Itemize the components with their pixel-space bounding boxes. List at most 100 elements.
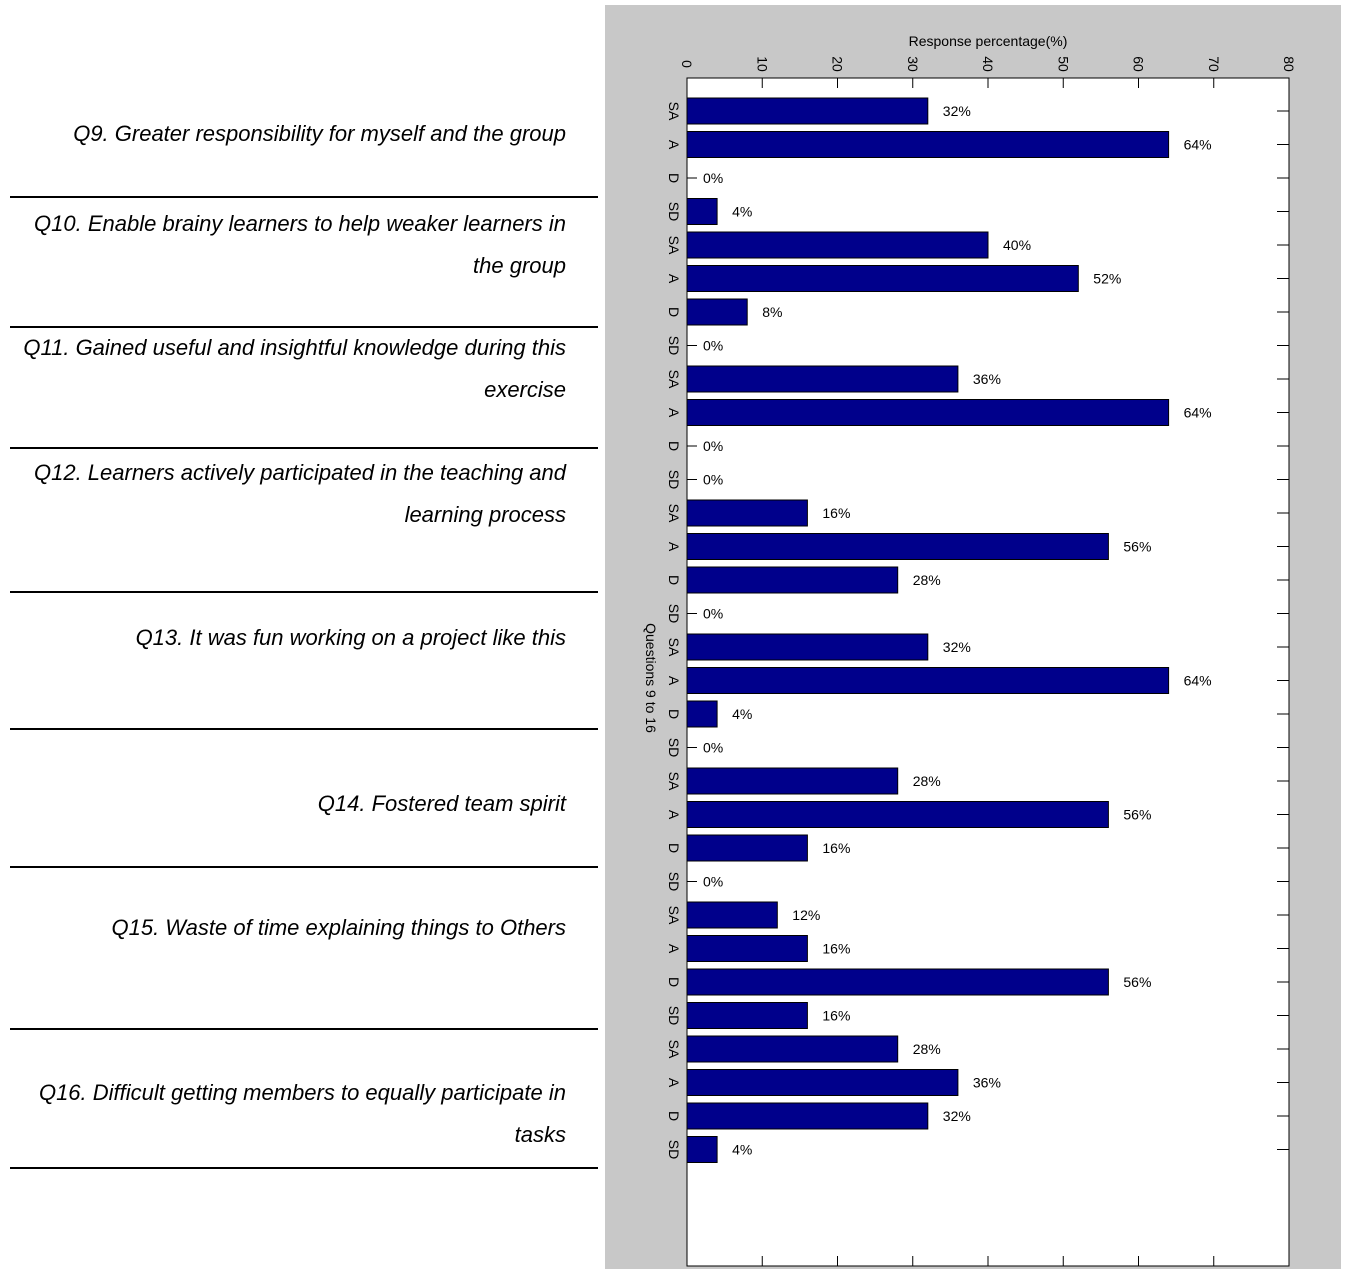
category-label: SA	[666, 638, 682, 657]
bar	[686, 97, 929, 125]
y-axis-title: Questions 9 to 16	[643, 623, 659, 733]
question-separator	[10, 728, 598, 730]
chart-panel: Response percentage(%) Questions 9 to 16…	[605, 5, 1341, 1269]
data-label: 28%	[913, 773, 941, 789]
category-label: SD	[666, 604, 682, 623]
category-label: A	[666, 944, 682, 954]
bar	[686, 198, 718, 225]
category-label: A	[666, 1078, 682, 1088]
question-separator	[10, 591, 598, 593]
category-label: D	[666, 307, 682, 317]
bar	[686, 901, 778, 929]
category-label: A	[666, 408, 682, 418]
bar	[686, 767, 899, 795]
data-label: 16%	[822, 505, 850, 521]
data-label: 16%	[822, 840, 850, 856]
question-label: Q13. It was fun working on a project lik…	[135, 625, 566, 650]
category-label: D	[666, 1111, 682, 1121]
bars: 32% SA 64% A 0% D 4% SD 40% SA 52% A 8% D 0% SD 36% SA 64%…	[666, 97, 1289, 1163]
category-label: D	[666, 977, 682, 987]
category-label: SD	[666, 470, 682, 489]
question-label: Q15. Waste of time explaining things to …	[111, 915, 567, 940]
data-label: 28%	[913, 572, 941, 588]
bar	[686, 1069, 959, 1096]
data-label: 56%	[1123, 807, 1151, 823]
question-separator	[10, 196, 598, 198]
data-label: 0%	[703, 874, 723, 890]
question-label: Q14. Fostered team spirit	[317, 791, 566, 816]
data-label: 0%	[703, 606, 723, 622]
data-label: 64%	[1184, 673, 1212, 689]
category-label: D	[666, 173, 682, 183]
data-label: 12%	[792, 907, 820, 923]
category-label: SD	[666, 1140, 682, 1159]
bar	[686, 935, 808, 962]
data-label: 4%	[732, 1142, 752, 1158]
category-label: D	[666, 843, 682, 853]
data-label: 0%	[703, 170, 723, 186]
question-separator	[10, 1028, 598, 1030]
bar	[686, 499, 808, 527]
question-label: Q9. Greater responsibility for myself an…	[73, 121, 566, 146]
data-label: 32%	[943, 103, 971, 119]
data-label: 52%	[1093, 271, 1121, 287]
bar	[686, 533, 1109, 560]
data-label: 64%	[1184, 137, 1212, 153]
category-label: SA	[666, 906, 682, 925]
category-label: SA	[666, 1040, 682, 1059]
question-label: Q16. Difficult getting members to equall…	[38, 1080, 566, 1147]
bar	[686, 1136, 718, 1163]
bar-chart: Response percentage(%) Questions 9 to 16…	[643, 33, 1297, 1267]
category-label: A	[666, 140, 682, 150]
category-label: SA	[666, 504, 682, 523]
data-label: 8%	[762, 304, 782, 320]
data-label: 0%	[703, 338, 723, 354]
data-label: 32%	[943, 1108, 971, 1124]
question-label: Q10. Enable brainy learners to help weak…	[34, 211, 566, 278]
category-label: SA	[666, 236, 682, 255]
data-label: 16%	[822, 941, 850, 957]
category-label: SA	[666, 370, 682, 389]
bar	[686, 399, 1170, 426]
category-label: SD	[666, 336, 682, 355]
data-label: 56%	[1123, 974, 1151, 990]
x-tick-label: 40	[980, 56, 996, 72]
category-label: SD	[666, 202, 682, 221]
category-label: A	[666, 274, 682, 284]
category-label: A	[666, 676, 682, 686]
x-tick-label: 0	[679, 60, 695, 68]
bar	[686, 834, 808, 862]
data-label: 64%	[1184, 405, 1212, 421]
bar	[686, 131, 1170, 158]
category-label: D	[666, 575, 682, 585]
category-label: A	[666, 542, 682, 552]
bar	[686, 801, 1109, 828]
bar	[686, 265, 1079, 292]
category-label: SA	[666, 102, 682, 121]
bar	[686, 968, 1109, 996]
bar	[686, 1002, 808, 1029]
bar	[686, 231, 989, 259]
bar	[686, 566, 899, 594]
data-label: 56%	[1123, 539, 1151, 555]
question-label: Q11. Gained useful and insightful knowle…	[23, 335, 566, 402]
question-separator	[10, 447, 598, 449]
question-label: Q12. Learners actively participated in t…	[34, 460, 566, 527]
category-label: SD	[666, 1006, 682, 1025]
category-label: SA	[666, 772, 682, 791]
data-label: 4%	[732, 204, 752, 220]
x-tick-label: 60	[1131, 56, 1147, 72]
x-tick-label: 30	[905, 56, 921, 72]
category-label: SD	[666, 872, 682, 891]
data-label: 32%	[943, 639, 971, 655]
category-label: SD	[666, 738, 682, 757]
bar	[686, 667, 1170, 694]
question-separator	[10, 1167, 598, 1169]
bar	[686, 700, 718, 728]
data-label: 36%	[973, 371, 1001, 387]
data-label: 36%	[973, 1075, 1001, 1091]
question-separator	[10, 866, 598, 868]
x-tick-label: 80	[1281, 56, 1297, 72]
x-tick-label: 50	[1055, 56, 1071, 72]
bar	[686, 298, 748, 326]
